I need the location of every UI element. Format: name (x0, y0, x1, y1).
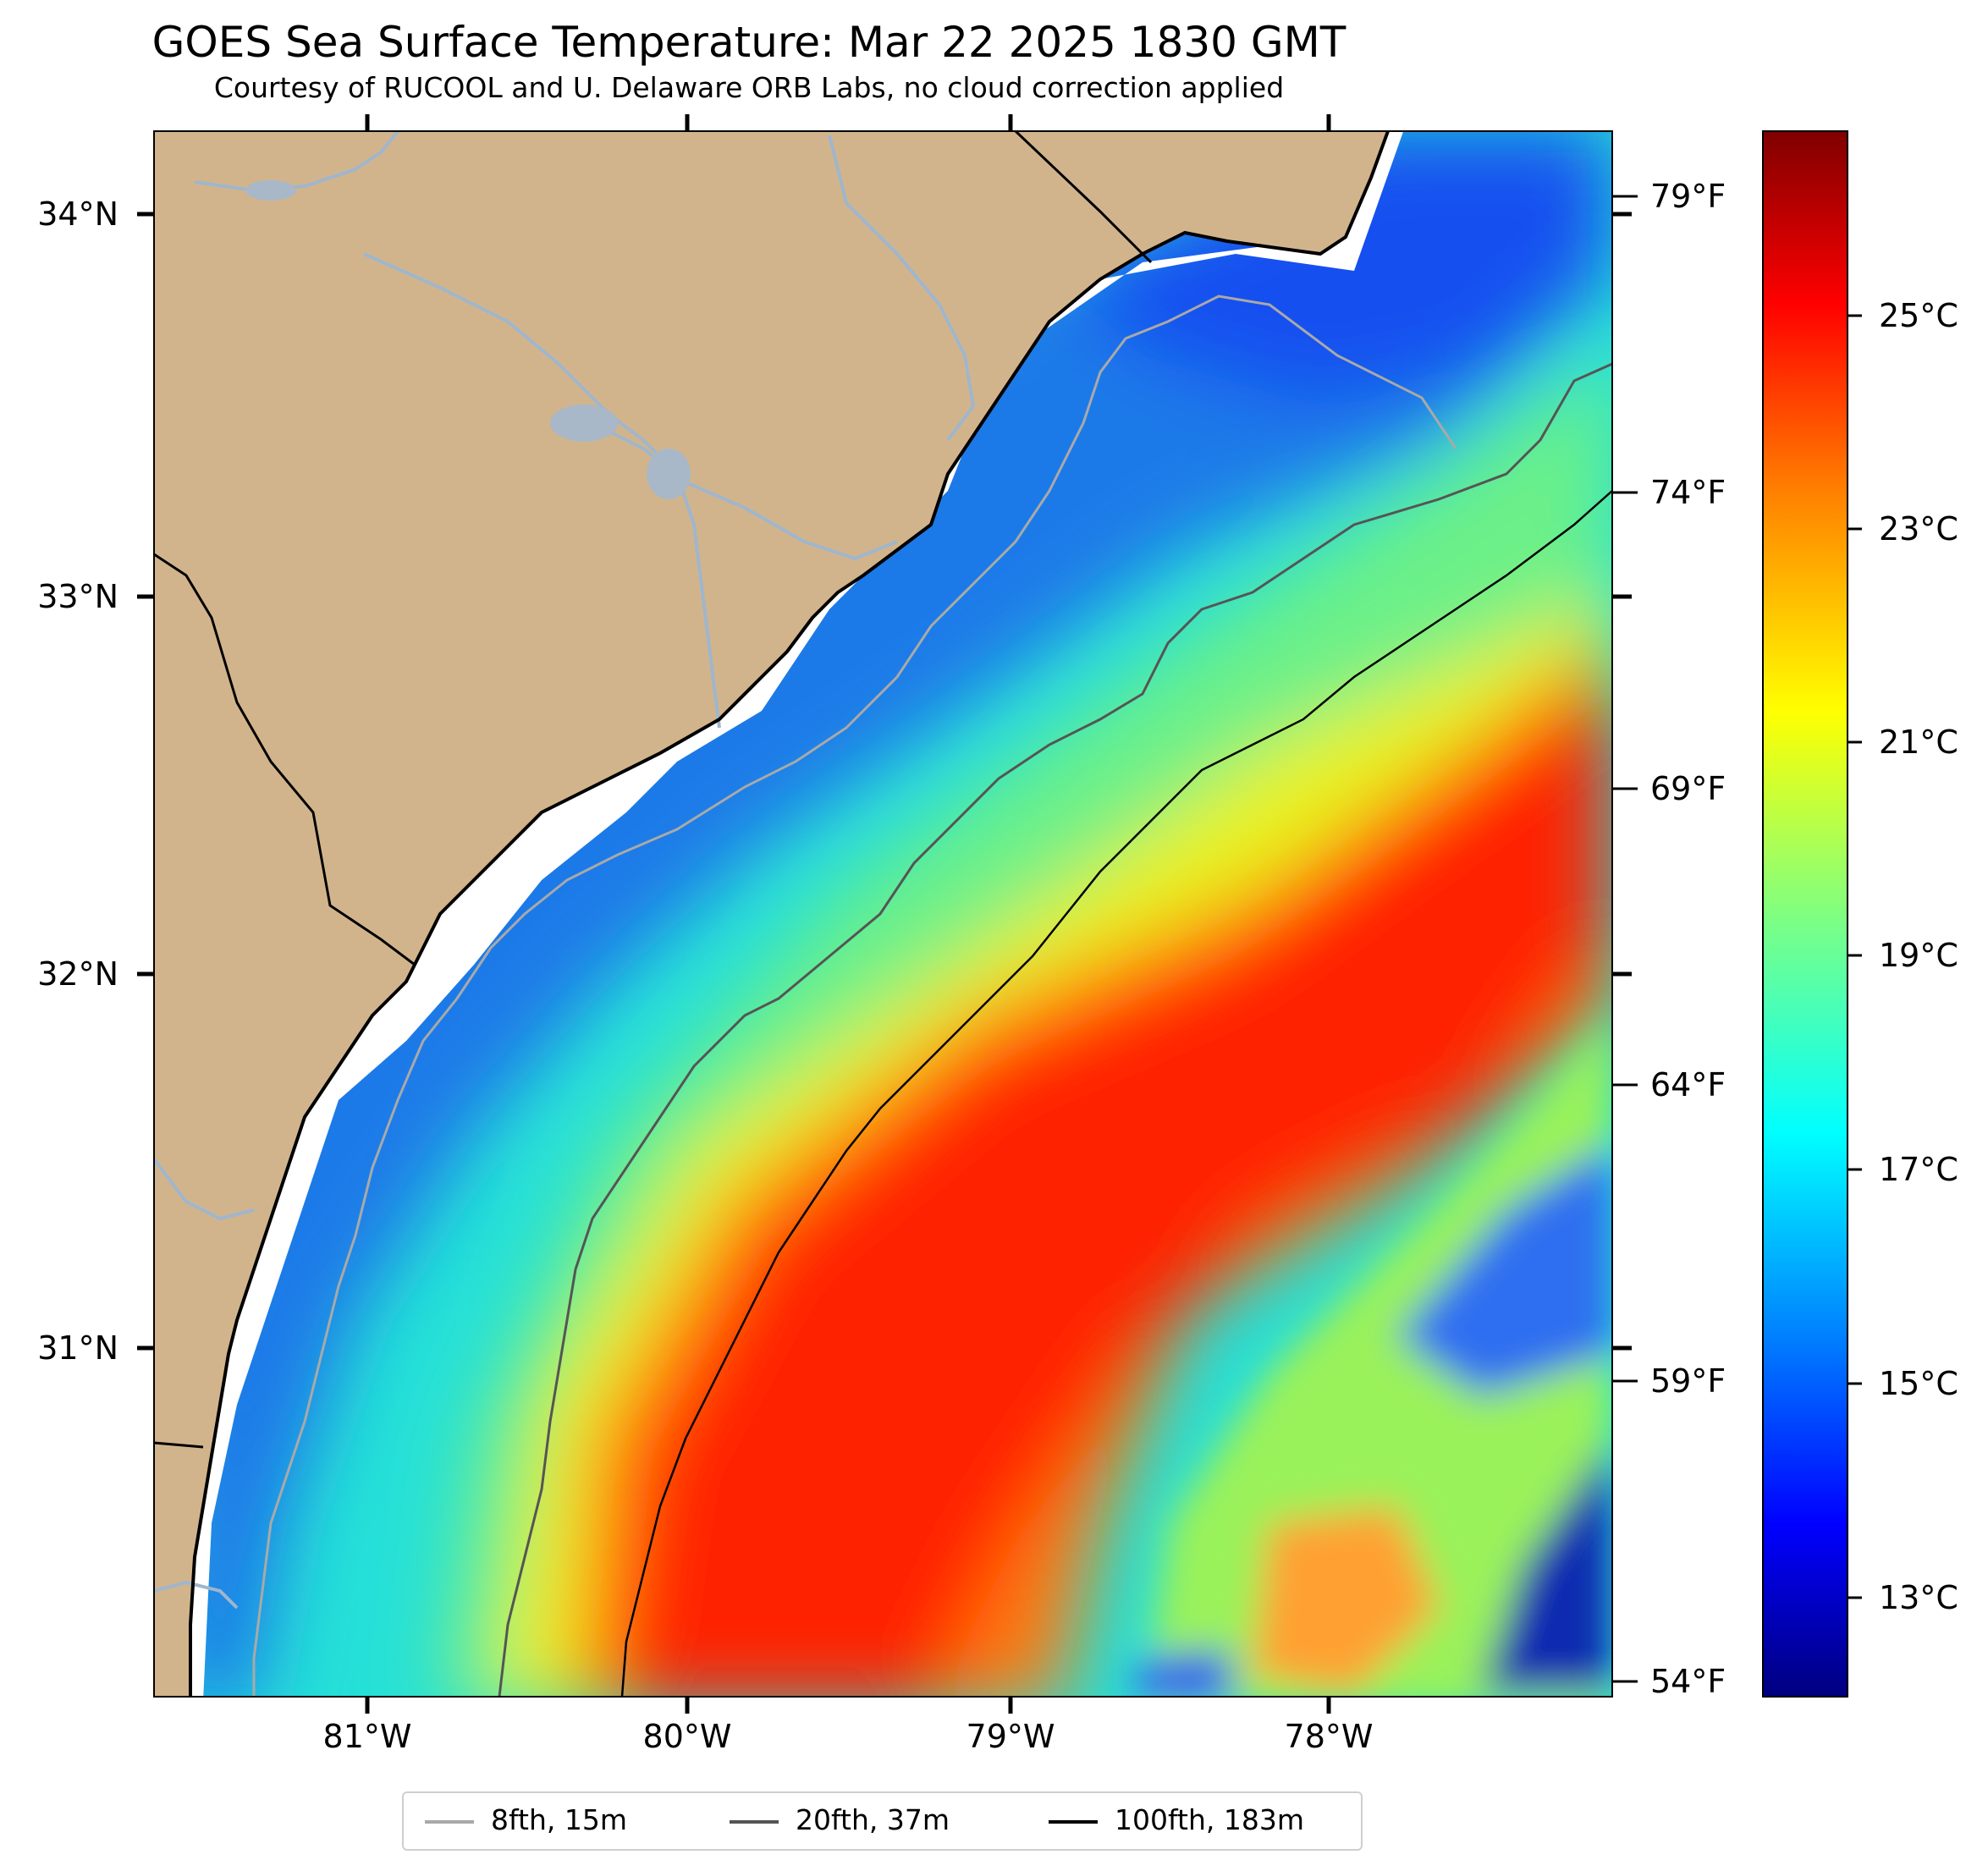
land-mass (154, 131, 1388, 1697)
coastline (189, 131, 1390, 1697)
offshore-mixed-water (1144, 1015, 1612, 1697)
map-title: GOES Sea Surface Temperature: Mar 22 202… (151, 18, 1346, 67)
lon-label-80: 80°W (642, 1718, 732, 1755)
contour-100fth-183m (620, 490, 1612, 1697)
c-label-23: 23°C (1879, 510, 1958, 548)
mid-shelf-water (441, 355, 1612, 1697)
state-border-ga-fl (154, 1441, 204, 1449)
lon-label-78: 78°W (1284, 1718, 1374, 1755)
f-label-79: 79°F (1650, 178, 1726, 215)
c-label-17: 17°C (1879, 1151, 1958, 1188)
f-label-74: 74°F (1650, 474, 1726, 511)
bottom-ticks (365, 1697, 1331, 1714)
warm-filament-south (1253, 1506, 1439, 1692)
legend-swatch-8fth (425, 1820, 474, 1824)
lake-small (245, 180, 296, 201)
river-6 (154, 1580, 239, 1610)
gulf-stream-core (611, 643, 1612, 1697)
lake-marion (550, 404, 618, 442)
legend: 8fth, 15m 20fth, 37m 100fth, 183m (402, 1791, 1363, 1851)
map-frame (153, 130, 1613, 1698)
lon-label-79: 79°W (966, 1718, 1055, 1755)
f-label-69: 69°F (1650, 770, 1726, 807)
river-5 (154, 1158, 255, 1221)
left-ticks (137, 212, 154, 1351)
lon-label-81: 81°W (322, 1718, 412, 1755)
lat-label-32: 32°N (37, 955, 118, 993)
river-3 (828, 135, 976, 442)
legend-label-8fth: 8fth, 15m (491, 1803, 628, 1836)
map-subtitle: Courtesy of RUCOOL and U. Delaware ORB L… (213, 71, 1285, 104)
lat-label-34: 34°N (37, 195, 118, 233)
c-label-13: 13°C (1879, 1579, 1958, 1616)
c-label-25: 25°C (1879, 297, 1958, 334)
legend-swatch-100fth (1049, 1820, 1098, 1824)
lat-label-31: 31°N (37, 1329, 118, 1367)
c-label-15: 15°C (1879, 1365, 1958, 1402)
c-label-21: 21°C (1879, 724, 1958, 761)
legend-label-20fth: 20fth, 37m (796, 1803, 950, 1836)
top-ticks (365, 114, 1331, 131)
river-1 (194, 131, 399, 193)
c-label-19: 19°C (1879, 937, 1958, 974)
fahrenheit-ticks (1612, 195, 1638, 1683)
contour-8fth-15m (252, 294, 1457, 1697)
lat-label-33: 33°N (37, 578, 118, 615)
contour-20fth-37m (498, 362, 1612, 1697)
colorbar-ticks (1848, 314, 1862, 1599)
f-label-54: 54°F (1650, 1663, 1726, 1700)
state-border-nc-sc (1014, 131, 1153, 264)
legend-swatch-20fth (730, 1820, 779, 1824)
offshore-cool-patches (1396, 1142, 1612, 1396)
southeast-cold-eddy (1481, 1439, 1612, 1692)
blue-patch-south (1135, 1650, 1236, 1697)
lake-moultrie (647, 448, 691, 499)
legend-label-100fth: 100fth, 183m (1115, 1803, 1304, 1836)
colorbar (1762, 130, 1848, 1698)
state-border-sc-ga (154, 553, 416, 966)
f-label-64: 64°F (1650, 1066, 1726, 1103)
right-ticks (1612, 212, 1632, 1351)
river-2 (363, 252, 721, 729)
f-label-59: 59°F (1650, 1362, 1726, 1400)
